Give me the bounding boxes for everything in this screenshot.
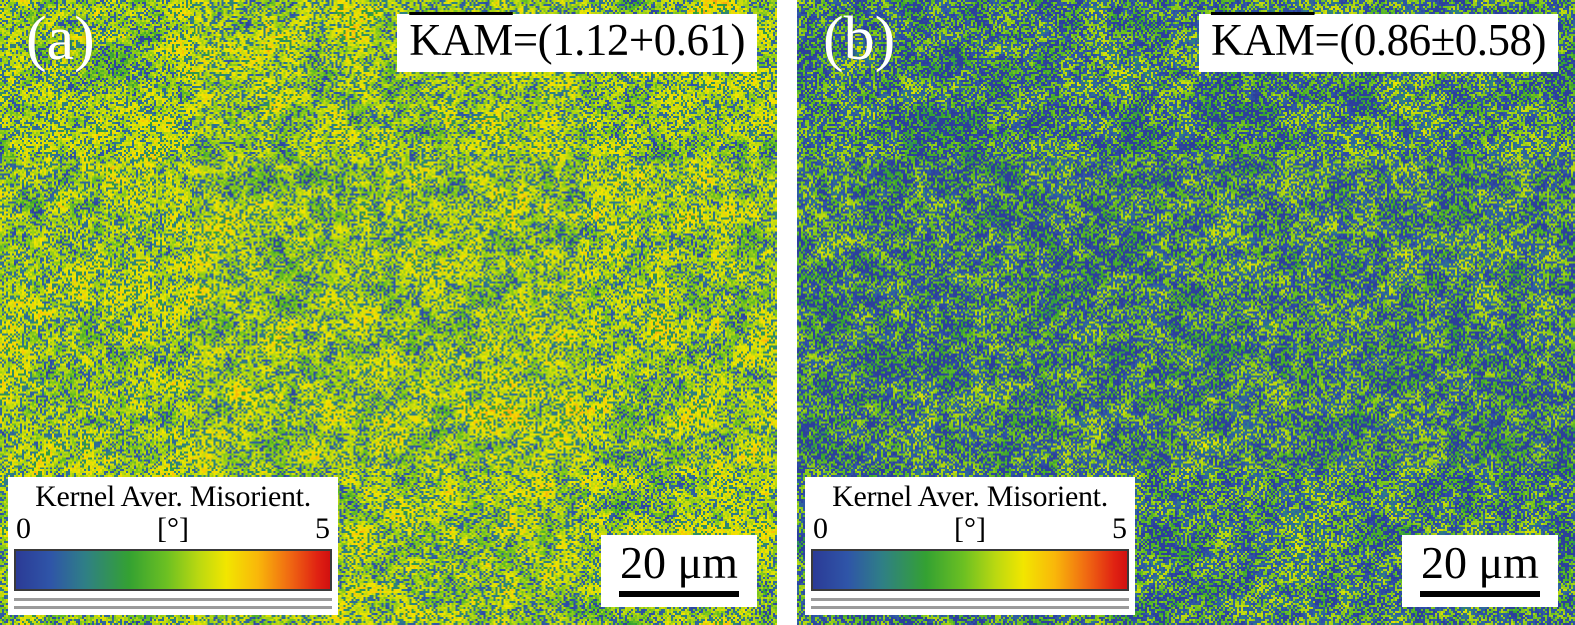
panel-divider xyxy=(777,0,797,625)
colorbar-rule-bottom-a xyxy=(14,606,332,609)
colorbar-bar-wrap-b xyxy=(811,547,1129,591)
scale-bar-label-a: 20 μm xyxy=(620,536,738,588)
colorbar-unit-a: [°] xyxy=(157,511,189,545)
colorbar-tick-min-b: 0 xyxy=(813,511,828,545)
colorbar-gradient-a xyxy=(14,549,332,591)
colorbar-rule-top-b xyxy=(811,598,1129,601)
colorbar-unit-b: [°] xyxy=(954,511,986,545)
colorbar-rule-top-a xyxy=(14,598,332,601)
scale-bar-line-b xyxy=(1420,591,1540,597)
kam-mean-box-a: KAM=(1.12+0.61) xyxy=(397,14,757,72)
scale-bar-a: 20 μm xyxy=(601,534,757,607)
colorbar-tick-max-b: 5 xyxy=(1111,511,1127,545)
colorbar-ticks-a: 0 [°] 5 xyxy=(14,511,332,545)
kam-value-b: =(0.86±0.58) xyxy=(1314,15,1546,65)
kam-map-panel-a: (a) KAM=(1.12+0.61) Kernel Aver. Misorie… xyxy=(0,0,777,625)
colorbar-tick-min-a: 0 xyxy=(16,511,31,545)
panel-label-a: (a) xyxy=(26,5,95,73)
panel-label-b: (b) xyxy=(823,5,896,73)
colorbar-title-a: Kernel Aver. Misorient. xyxy=(35,480,311,513)
colorbar-ticks-b: 0 [°] 5 xyxy=(811,511,1129,545)
scale-bar-label-b: 20 μm xyxy=(1421,536,1539,588)
kam-symbol-a: KAM xyxy=(409,15,513,65)
kam-map-panel-b: (b) KAM=(0.86±0.58) Kernel Aver. Misorie… xyxy=(797,0,1575,625)
colorbar-title-b: Kernel Aver. Misorient. xyxy=(832,480,1108,513)
kam-mean-box-b: KAM=(0.86±0.58) xyxy=(1198,14,1558,72)
colorbar-gradient-b xyxy=(811,549,1129,591)
colorbar-legend-b: Kernel Aver. Misorient. 0 [°] 5 xyxy=(805,477,1135,615)
kam-value-a: =(1.12+0.61) xyxy=(512,15,746,65)
colorbar-bar-wrap-a xyxy=(14,547,332,591)
scale-bar-line-a xyxy=(619,591,739,597)
colorbar-legend-a: Kernel Aver. Misorient. 0 [°] 5 xyxy=(8,477,338,615)
colorbar-rule-bottom-b xyxy=(811,606,1129,609)
scale-bar-b: 20 μm xyxy=(1402,534,1558,607)
colorbar-tick-max-a: 5 xyxy=(314,511,330,545)
kam-symbol-b: KAM xyxy=(1210,15,1315,65)
